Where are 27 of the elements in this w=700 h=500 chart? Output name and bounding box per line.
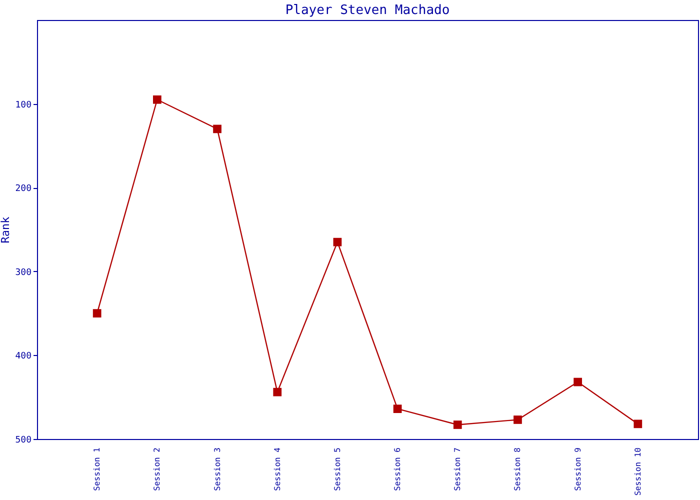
x-tick-label: Session 1	[92, 447, 102, 491]
x-tick-label: Session 6	[393, 447, 402, 491]
x-tick-label: Session 5	[332, 447, 342, 491]
point	[634, 420, 642, 428]
point	[393, 404, 402, 414]
y-tick-label: 300	[15, 268, 32, 278]
chart-title: Player Steven Machado	[285, 3, 450, 18]
y-axis-title: Rank	[0, 216, 12, 244]
point	[333, 238, 342, 246]
y-tick-label: 500	[15, 436, 32, 446]
y-tick-label: 100	[15, 100, 32, 110]
point	[92, 309, 102, 318]
y-tick-label: 200	[15, 184, 32, 194]
x-tick-label: Session 2	[152, 447, 162, 491]
x-tick-label: Session 10	[633, 447, 642, 496]
point	[574, 378, 582, 386]
y-tick-label: 400	[15, 352, 32, 362]
point	[213, 124, 222, 134]
point	[453, 420, 462, 429]
point	[514, 416, 522, 424]
point	[273, 388, 282, 396]
x-tick-label: Session 7	[453, 447, 462, 491]
x-tick-label: Session 9	[573, 447, 582, 491]
point	[153, 95, 162, 104]
x-tick-label: Session 8	[513, 447, 522, 491]
x-tick-label: Session 3	[212, 447, 222, 491]
x-tick-label: Session 4	[272, 447, 282, 491]
